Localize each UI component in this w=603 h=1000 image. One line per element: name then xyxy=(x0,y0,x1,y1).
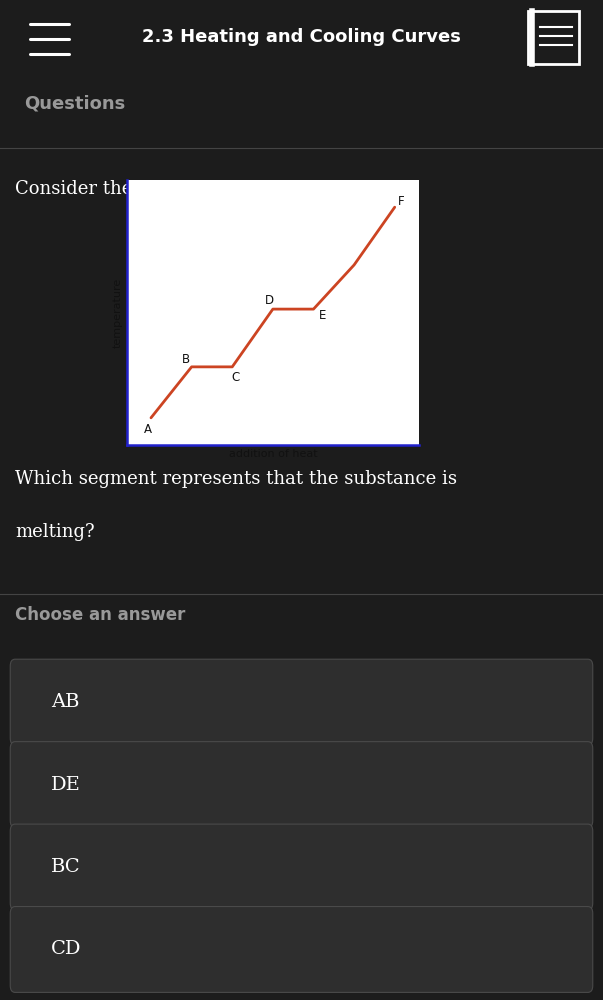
FancyBboxPatch shape xyxy=(10,824,593,910)
Text: A: A xyxy=(144,423,152,436)
Text: D: D xyxy=(265,294,274,307)
Text: AB: AB xyxy=(51,693,80,711)
Y-axis label: temperature: temperature xyxy=(113,277,122,348)
Text: C: C xyxy=(232,371,239,384)
X-axis label: addition of heat: addition of heat xyxy=(229,449,317,459)
Text: melting?: melting? xyxy=(15,523,95,541)
Text: DE: DE xyxy=(51,776,81,794)
Text: Which segment represents that the substance is: Which segment represents that the substa… xyxy=(15,470,457,488)
FancyBboxPatch shape xyxy=(10,659,593,745)
Text: CD: CD xyxy=(51,940,82,958)
Text: Questions: Questions xyxy=(24,95,125,112)
Text: E: E xyxy=(319,309,326,322)
Text: B: B xyxy=(182,353,189,366)
FancyBboxPatch shape xyxy=(10,742,593,828)
FancyBboxPatch shape xyxy=(10,907,593,992)
Text: F: F xyxy=(397,195,404,208)
Text: 2.3 Heating and Cooling Curves: 2.3 Heating and Cooling Curves xyxy=(142,28,461,46)
Text: BC: BC xyxy=(51,858,81,876)
Text: Consider the heating curve below.: Consider the heating curve below. xyxy=(15,180,328,198)
Text: Choose an answer: Choose an answer xyxy=(15,606,186,624)
